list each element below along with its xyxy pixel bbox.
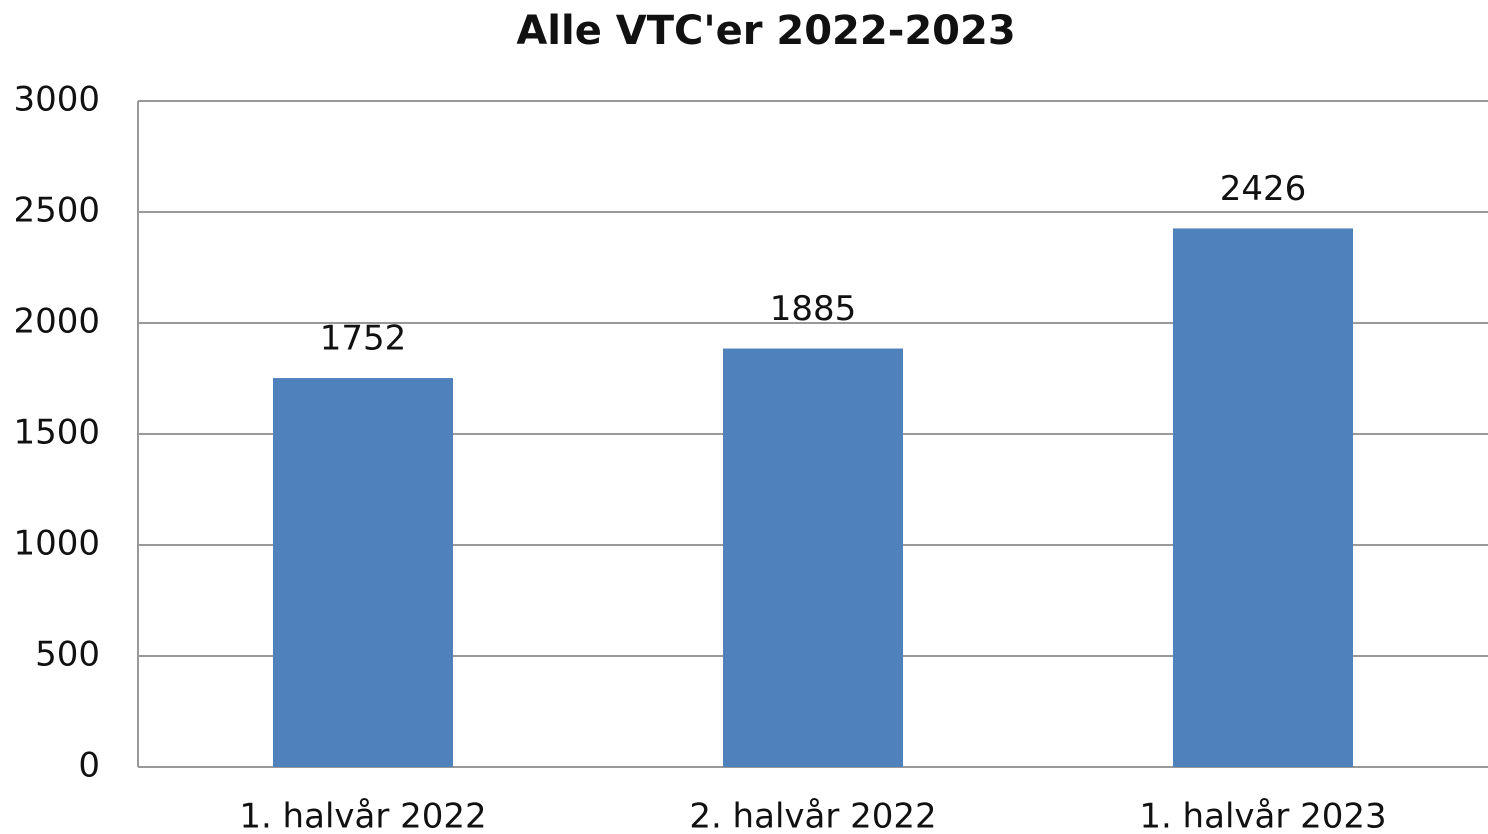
y-tick-label: 0 (78, 746, 100, 786)
x-tick-label: 1. halvår 2023 (1139, 797, 1386, 834)
y-tick-label: 1500 (13, 413, 100, 453)
x-tick-label: 1. halvår 2022 (239, 797, 486, 834)
y-tick-label: 500 (35, 635, 100, 675)
y-tick-label: 3000 (13, 80, 100, 120)
bar (273, 378, 453, 767)
data-label: 1752 (320, 319, 407, 359)
chart-title: Alle VTC'er 2022-2023 (516, 8, 1015, 54)
bar (723, 348, 903, 767)
x-tick-label: 2. halvår 2022 (689, 797, 936, 834)
data-label: 1885 (770, 289, 857, 329)
y-tick-label: 2500 (13, 191, 100, 231)
y-tick-label: 2000 (13, 302, 100, 342)
y-tick-label: 1000 (13, 524, 100, 564)
data-label: 2426 (1220, 169, 1307, 209)
bar (1173, 228, 1353, 768)
